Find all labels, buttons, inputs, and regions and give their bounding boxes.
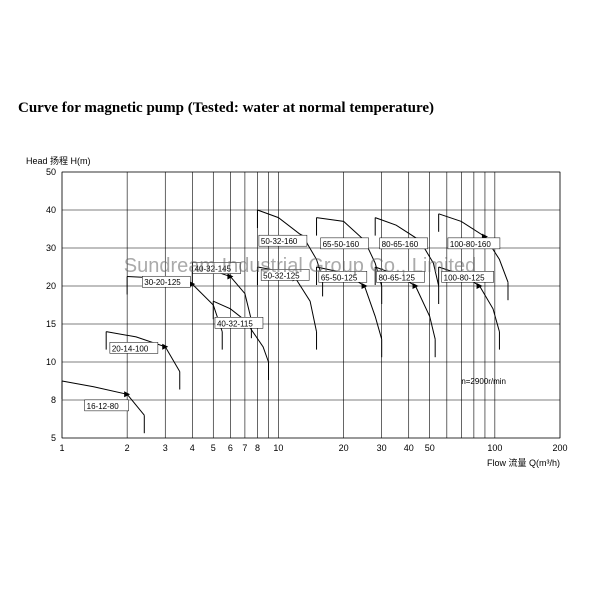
svg-text:65-50-125: 65-50-125: [321, 273, 358, 282]
svg-text:30: 30: [377, 443, 387, 453]
svg-text:6: 6: [228, 443, 233, 453]
svg-text:n=2900r/min: n=2900r/min: [461, 377, 506, 386]
svg-text:40-32-145: 40-32-145: [195, 265, 232, 274]
svg-text:10: 10: [46, 357, 56, 367]
svg-text:Flow 流量 Q(m³/h): Flow 流量 Q(m³/h): [487, 457, 560, 468]
svg-text:3: 3: [163, 443, 168, 453]
svg-text:15: 15: [46, 319, 56, 329]
svg-text:16-12-80: 16-12-80: [87, 402, 120, 411]
chart-title: Curve for magnetic pump (Tested: water a…: [18, 100, 434, 117]
svg-text:20: 20: [339, 443, 349, 453]
pump-curve-chart: 58101520304050123456781020304050100200He…: [20, 148, 580, 478]
svg-text:65-50-160: 65-50-160: [323, 240, 360, 249]
svg-text:5: 5: [51, 433, 56, 443]
svg-text:10: 10: [273, 443, 283, 453]
svg-text:40: 40: [46, 205, 56, 215]
svg-text:50-32-125: 50-32-125: [263, 271, 300, 280]
svg-text:100-80-160: 100-80-160: [450, 240, 491, 249]
svg-text:100: 100: [487, 443, 502, 453]
svg-text:7: 7: [242, 443, 247, 453]
svg-text:8: 8: [255, 443, 260, 453]
svg-text:40-32-115: 40-32-115: [217, 319, 253, 328]
svg-text:200: 200: [552, 443, 567, 453]
svg-text:2: 2: [125, 443, 130, 453]
svg-text:Head 扬程 H(m): Head 扬程 H(m): [26, 155, 91, 166]
svg-text:30: 30: [46, 243, 56, 253]
page-container: Curve for magnetic pump (Tested: water a…: [0, 0, 600, 600]
svg-text:8: 8: [51, 395, 56, 405]
svg-text:80-65-160: 80-65-160: [382, 240, 419, 249]
svg-text:100-80-125: 100-80-125: [444, 273, 485, 282]
svg-text:50: 50: [46, 167, 56, 177]
svg-text:4: 4: [190, 443, 195, 453]
svg-text:20-14-100: 20-14-100: [112, 344, 149, 353]
svg-text:40: 40: [404, 443, 414, 453]
svg-text:5: 5: [211, 443, 216, 453]
svg-text:30-20-125: 30-20-125: [144, 278, 181, 287]
svg-text:20: 20: [46, 281, 56, 291]
svg-text:50-32-160: 50-32-160: [261, 237, 298, 246]
svg-text:50: 50: [425, 443, 435, 453]
chart-area: 58101520304050123456781020304050100200He…: [20, 148, 580, 478]
svg-text:1: 1: [59, 443, 64, 453]
svg-text:80-65-125: 80-65-125: [378, 273, 415, 282]
